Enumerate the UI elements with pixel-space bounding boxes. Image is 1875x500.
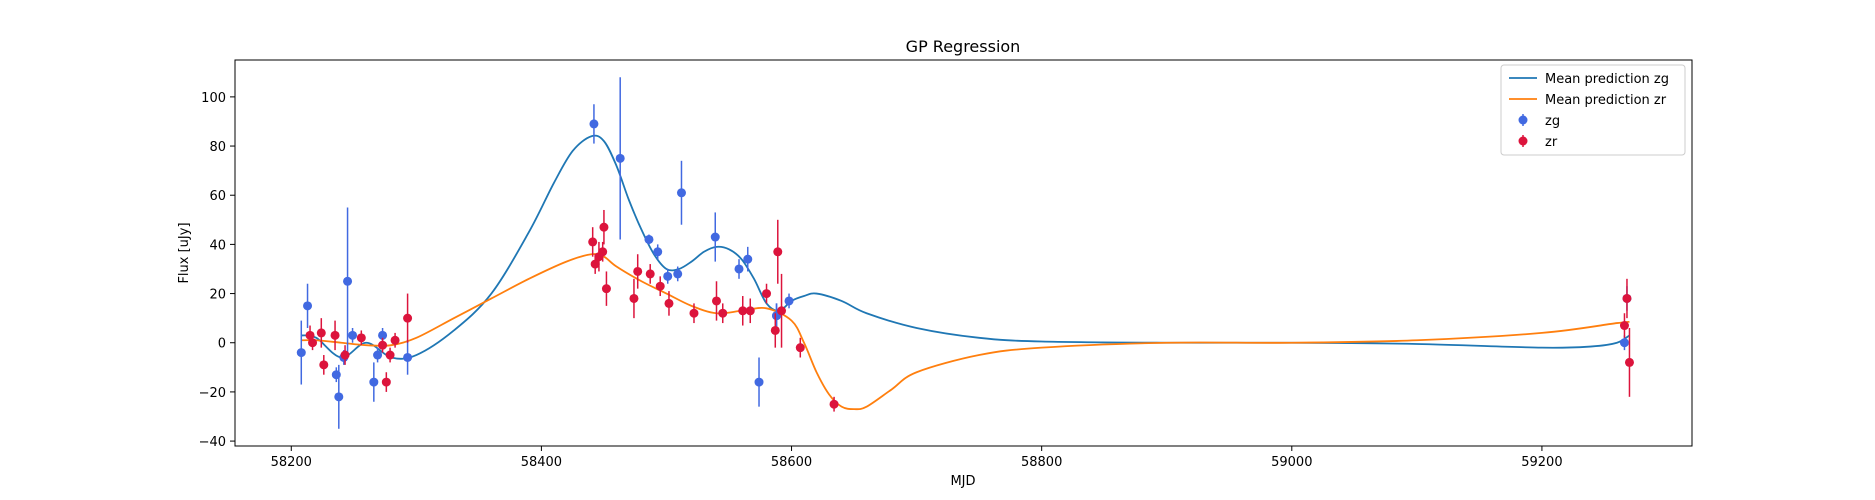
zr-point <box>588 237 598 247</box>
zr-point <box>645 269 655 279</box>
zr-point <box>598 247 608 257</box>
zg-point <box>343 276 353 286</box>
zg-point <box>710 232 720 242</box>
points-layer <box>296 77 1634 429</box>
zr-point <box>590 259 600 269</box>
zr-point <box>655 281 665 291</box>
zg-point <box>589 119 599 129</box>
zr-point <box>773 247 783 257</box>
zg-point <box>403 352 413 362</box>
zr-point <box>738 306 748 316</box>
zr-point <box>381 377 391 387</box>
mean-prediction-line-zr <box>301 253 1630 411</box>
y-tick-label: 20 <box>209 288 226 303</box>
zg-point <box>653 247 663 257</box>
y-tick-label: 100 <box>201 91 226 106</box>
legend: Mean prediction zg Mean prediction zr zg zr <box>1500 64 1686 156</box>
zr-point <box>711 296 721 306</box>
zr-point <box>601 284 611 294</box>
legend-label: zr <box>1545 135 1558 150</box>
zg-point <box>734 264 744 274</box>
x-tick-label: 58600 <box>771 455 812 470</box>
legend-box <box>1500 64 1686 156</box>
y-tick-label: 80 <box>209 140 226 155</box>
zr-point <box>762 289 772 299</box>
zr-point <box>385 350 395 360</box>
x-tick-label: 58200 <box>271 455 312 470</box>
x-tick-label: 59200 <box>1521 455 1562 470</box>
zr-point <box>390 335 400 345</box>
zr-point <box>689 308 699 318</box>
y-tick-label: −40 <box>199 435 226 450</box>
legend-point-swatch <box>1518 136 1528 146</box>
zg-point <box>303 301 313 311</box>
zr-point <box>745 306 755 316</box>
zg-point <box>334 392 344 402</box>
zr-point <box>308 338 318 348</box>
legend-label: Mean prediction zr <box>1545 93 1667 108</box>
zg-point <box>663 271 673 281</box>
x-axis-label: MJD <box>950 474 975 489</box>
zr-point <box>629 293 639 303</box>
zr-point <box>795 343 805 353</box>
zr-point <box>829 399 839 409</box>
x-axis: 58200 58400 58600 58800 59000 59200 <box>271 446 1563 470</box>
x-tick-label: 58400 <box>521 455 562 470</box>
zr-point <box>664 298 674 308</box>
zg-point <box>348 330 358 340</box>
zg-point <box>296 348 306 358</box>
plot-frame <box>234 59 1693 447</box>
zr-point <box>777 306 787 316</box>
zr-point <box>330 330 340 340</box>
zr-point <box>1622 293 1632 303</box>
legend-point-swatch <box>1518 115 1528 125</box>
y-axis-label: Flux [uJy] <box>177 222 192 283</box>
zr-point <box>316 328 326 338</box>
zr-point <box>633 266 643 276</box>
legend-label: Mean prediction zg <box>1545 72 1669 87</box>
zg-point <box>644 234 654 244</box>
zg-point <box>1619 338 1629 348</box>
zr-point <box>718 308 728 318</box>
y-axis: −40 −20 0 20 40 60 80 100 <box>199 91 235 450</box>
zr-point <box>599 222 609 232</box>
zg-point <box>676 188 686 198</box>
zg-point <box>373 350 383 360</box>
zg-point <box>615 153 625 163</box>
lines-layer <box>301 134 1630 411</box>
zr-point <box>1619 321 1629 331</box>
legend-label: zg <box>1545 114 1560 129</box>
zg-point <box>369 377 379 387</box>
zg-point <box>743 254 753 264</box>
chart-title: GP Regression <box>906 37 1021 56</box>
zg-point <box>378 330 388 340</box>
x-tick-label: 58800 <box>1021 455 1062 470</box>
zg-point <box>673 269 683 279</box>
zr-point <box>356 333 366 343</box>
zr-point <box>340 350 350 360</box>
y-tick-label: 60 <box>209 189 226 204</box>
zr-point <box>403 313 413 323</box>
zr-point <box>378 340 388 350</box>
zr-point <box>1624 357 1634 367</box>
zr-point <box>770 325 780 335</box>
zg-point <box>754 377 764 387</box>
zr-point <box>319 360 329 370</box>
y-tick-label: −20 <box>199 386 226 401</box>
mean-prediction-line-zg <box>301 134 1630 360</box>
y-tick-label: 40 <box>209 238 226 253</box>
y-tick-label: 0 <box>218 337 226 352</box>
x-tick-label: 59000 <box>1271 455 1312 470</box>
zg-point <box>784 296 794 306</box>
